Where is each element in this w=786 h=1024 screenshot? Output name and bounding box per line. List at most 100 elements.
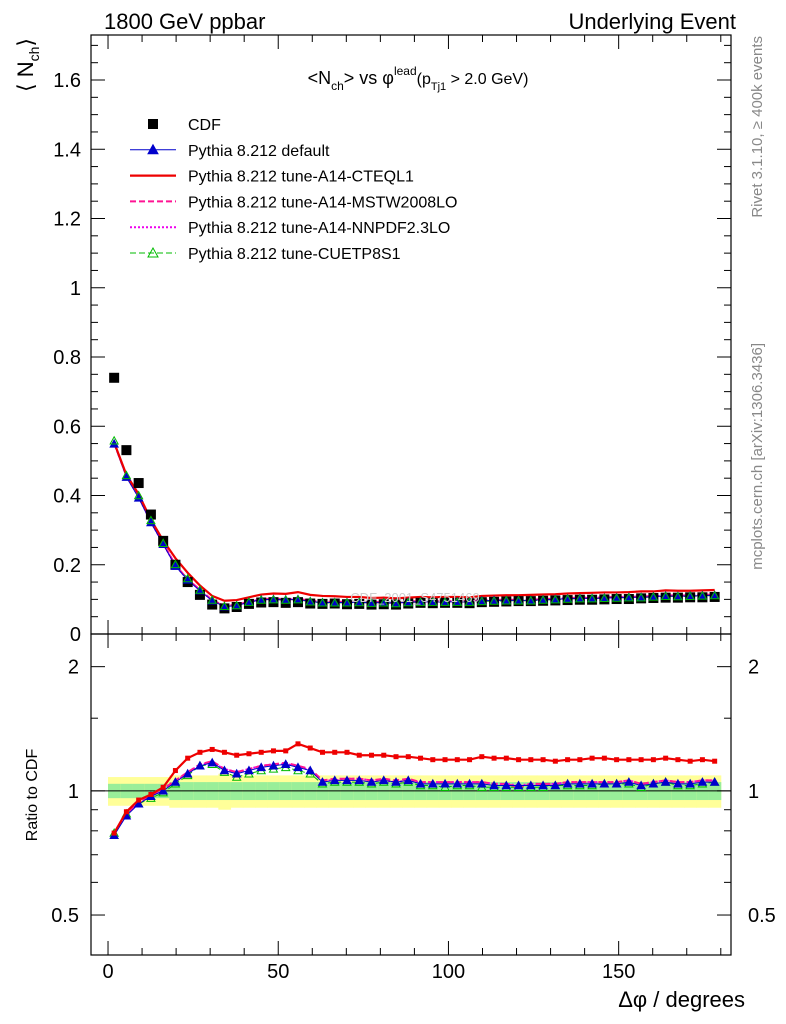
ratio-default-point [305, 765, 316, 775]
cuetp8s1-point [293, 594, 303, 604]
cuetp8s1-point [538, 595, 548, 604]
cuetp8s1-point [121, 470, 132, 480]
ratio-default-point [415, 778, 426, 788]
cuetp8s1-point [195, 584, 205, 594]
ratio-default-point [391, 777, 401, 786]
title-c-sub: Tj1 [431, 81, 446, 93]
ratio-default-point [660, 777, 671, 786]
ratio-cteql1-point [197, 749, 203, 755]
main-line-mstw [113, 442, 715, 607]
ratio-cteql1-point [712, 758, 718, 764]
main-line-cuetp8s1 [113, 440, 715, 607]
ratio-default-point [562, 778, 573, 788]
main-ytick-label: 0.2 [53, 555, 81, 577]
main-line-nnpdf [113, 442, 715, 607]
cuetp8s1-point [452, 597, 463, 606]
ratio-default-point [440, 778, 450, 788]
cdf-point [133, 478, 144, 489]
ratio-default-point [158, 785, 169, 795]
ratio-cteql1-point [638, 757, 644, 763]
ratio-cteql1-point [221, 749, 227, 755]
cuetp8s1-point [525, 595, 536, 605]
ratio-ytick-label: 2 [68, 657, 79, 679]
legend-label-nnpdf: Pythia 8.212 tune-A14-NNPDF2.3LO [188, 220, 450, 237]
cuetp8s1-point [489, 596, 499, 605]
ratio-default-point [342, 775, 352, 785]
ratio-default-point [182, 768, 193, 778]
cdf-point [121, 445, 132, 456]
ratio-cteql1-point [503, 755, 509, 761]
main-ytick-label: 0.6 [53, 416, 81, 438]
rivet-label: Rivet 3.1.10, ≥ 400k events [749, 36, 766, 218]
ratio-cteql1-point [307, 745, 313, 751]
title-d: > 2.0 GeV) [446, 71, 528, 88]
ratio-cteql1-point [516, 757, 522, 763]
ratio-default-point [697, 777, 708, 786]
cuetp8s1-point [562, 593, 573, 603]
main-ytick-label: 0.4 [53, 486, 81, 508]
ratio-cteql1-point [687, 758, 693, 764]
cuetp8s1-point [427, 597, 438, 606]
cuetp8s1-point [513, 595, 524, 605]
main-line-cteql1 [113, 442, 715, 602]
ratio-cteql1-point [442, 757, 448, 763]
ratio-default-point [489, 780, 499, 790]
main-ylabel-main: ⟨ N [13, 61, 38, 92]
ratio-default-point [611, 778, 622, 788]
ratio-cteql1-point [393, 754, 399, 760]
ratio-ytick-label: 0.5 [51, 905, 79, 927]
ratio-default-point [244, 765, 254, 775]
ratio-default-point [427, 778, 438, 788]
cdf-point [194, 589, 205, 600]
cuetp8s1-point [219, 601, 230, 611]
ratio-ytick-label-right: 2 [748, 657, 759, 679]
cdf-point [207, 599, 218, 610]
ratio-cteql1-point [699, 757, 705, 763]
ratio-cteql1-point [405, 754, 411, 760]
ratio-cteql1-point [577, 757, 583, 763]
ratio-default-point [525, 780, 536, 790]
main-ylabel-sub: ch [26, 47, 42, 62]
default-point [158, 539, 169, 549]
title-a-sub: ch [331, 79, 344, 93]
cuetp8s1-point [636, 592, 646, 602]
title-b: > vs φ [344, 68, 394, 88]
ratio-cteql1-point [614, 757, 620, 763]
mcplots-label: mcplots.cern.ch [arXiv:1306.3436] [749, 343, 766, 570]
ratio-cteql1-point [626, 757, 632, 763]
header-left: 1800 GeV ppbar [104, 9, 265, 34]
main-ylabel-close: ⟩ [13, 38, 38, 47]
cuetp8s1-point [660, 591, 671, 600]
ratio-default-point [673, 778, 683, 788]
cuetp8s1-point [109, 435, 119, 445]
cuetp8s1-point [599, 593, 610, 603]
cuetp8s1-point [354, 597, 365, 607]
cuetp8s1-point [697, 590, 708, 600]
ratio-ylabel: Ratio to CDF [24, 749, 41, 842]
title-b-sup: lead [394, 64, 417, 78]
ratio-cteql1-point [234, 752, 240, 758]
ratio-default-point [464, 778, 475, 788]
cuetp8s1-point [440, 597, 450, 606]
ratio-default-point [219, 765, 230, 775]
cuetp8s1-point [550, 594, 561, 604]
ratio-cteql1-point [246, 751, 252, 757]
legend-marker-default [147, 143, 159, 155]
ratio-cteql1-point [283, 748, 289, 754]
cuetp8s1-point [207, 595, 218, 604]
ratio-default-point [685, 778, 695, 788]
ratio-cteql1-point [479, 754, 485, 760]
main-ytick-label: 1 [70, 278, 81, 300]
watermark: CDF_2001_S4751469 [350, 590, 479, 605]
legend-label-cteql1: Pythia 8.212 tune-A14-CTEQL1 [188, 169, 414, 186]
cuetp8s1-point [464, 597, 475, 606]
ratio-default-point [624, 777, 634, 786]
ratio-cteql1-point [650, 757, 656, 763]
cuetp8s1-point [611, 592, 622, 602]
ratio-cteql1-point [356, 752, 362, 758]
cuetp8s1-point [403, 597, 414, 607]
cuetp8s1-point [280, 595, 291, 604]
legend-label-mstw: Pythia 8.212 tune-A14-MSTW2008LO [188, 194, 457, 211]
cuetp8s1-point [146, 515, 156, 525]
